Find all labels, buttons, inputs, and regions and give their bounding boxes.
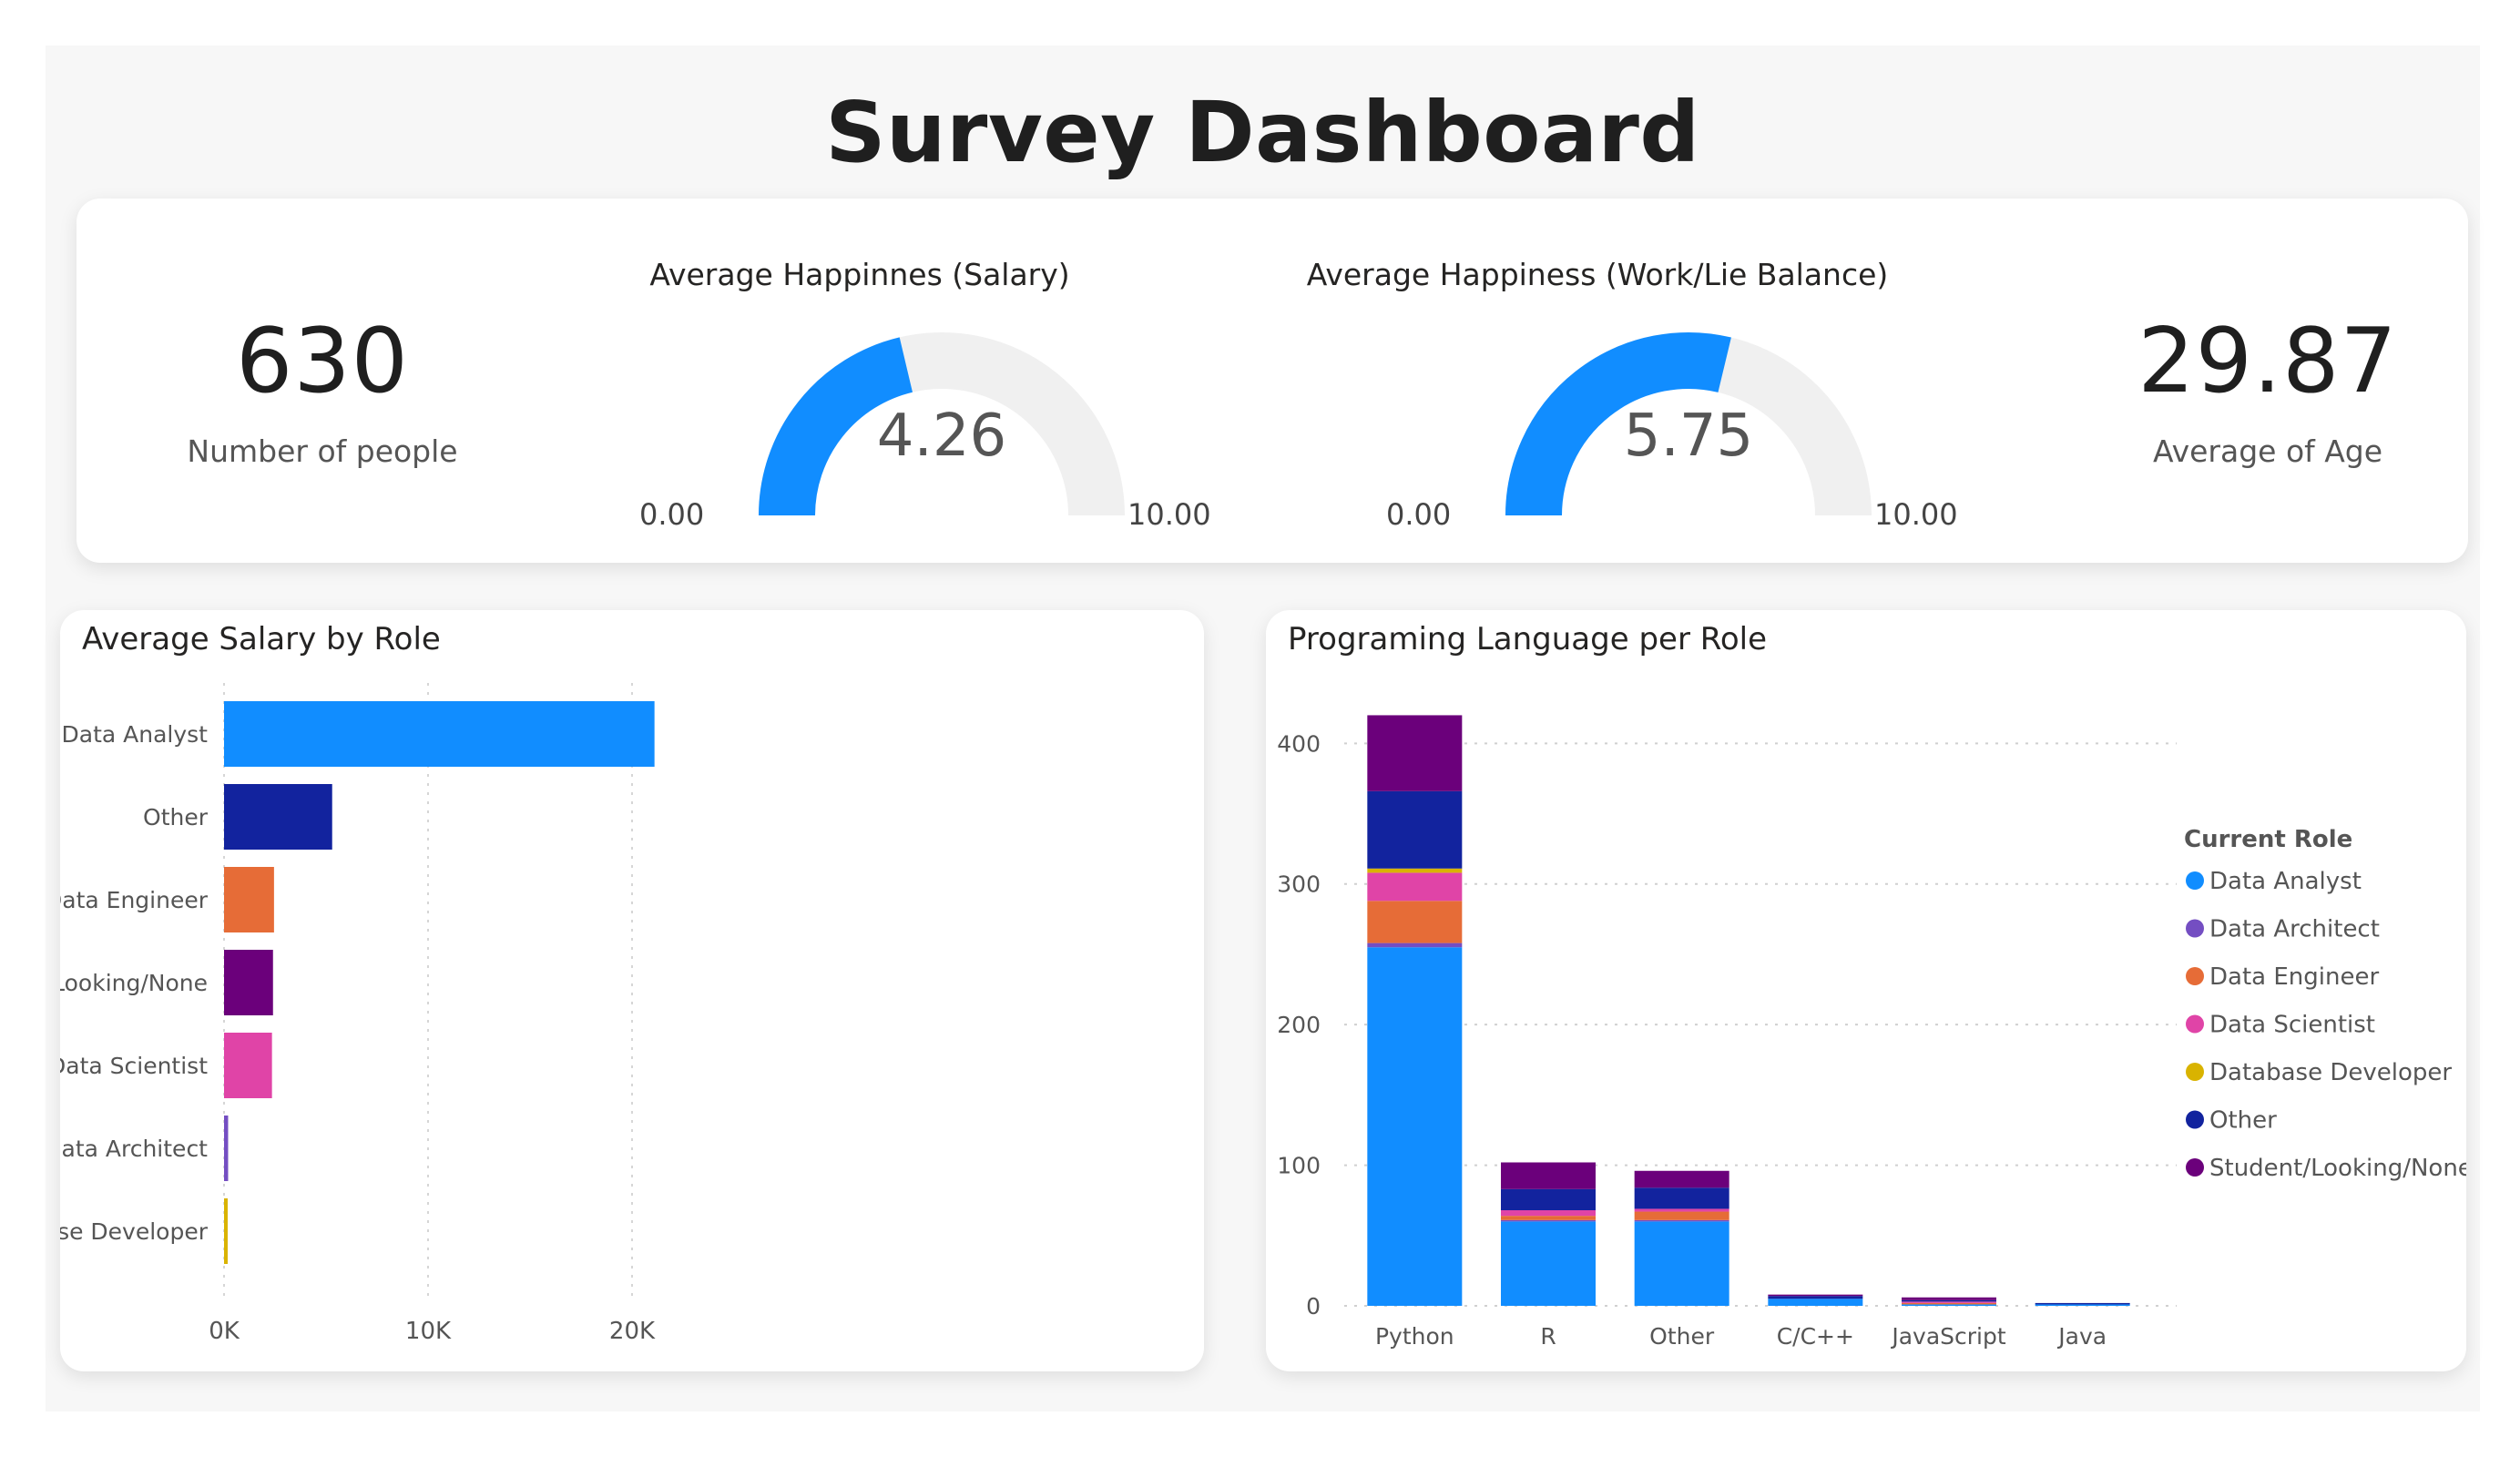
legend-entry[interactable]: Data Engineer xyxy=(2209,963,2379,991)
gauge-salary-value: 4.26 xyxy=(876,402,1007,470)
stack-segment[interactable] xyxy=(1367,942,1463,948)
gauge-worklife xyxy=(1505,332,1872,516)
legend-entry[interactable]: Student/Looking/None xyxy=(2209,1155,2473,1182)
category-label: Data Architect xyxy=(60,1136,208,1162)
legend-entry[interactable]: Data Architect xyxy=(2209,916,2380,943)
y-tick-label: 200 xyxy=(1277,1012,1321,1038)
y-tick-label: 0 xyxy=(1306,1293,1321,1319)
category-label: Java xyxy=(2056,1323,2107,1350)
gauge-salary-title: Average Happinnes (Salary) xyxy=(649,257,1070,292)
gauge-worklife-max: 10.00 xyxy=(1874,497,1958,532)
legend-marker xyxy=(2186,919,2204,938)
category-label: Other xyxy=(143,804,209,830)
category-label: Data Engineer xyxy=(60,887,209,913)
y-tick-label: 300 xyxy=(1277,871,1321,898)
kpi-card: 630 Number of people Average Happinnes (… xyxy=(77,199,2468,563)
bar[interactable] xyxy=(224,1116,229,1181)
stack-segment[interactable] xyxy=(2035,1304,2130,1306)
legend-entry[interactable]: Other xyxy=(2209,1107,2277,1135)
stack-segment[interactable] xyxy=(1902,1304,1996,1306)
stack-segment[interactable] xyxy=(1768,1294,1863,1297)
salary-by-role-card: Average Salary by Role 0K 10K 20K Data Anal… xyxy=(0,610,1204,1371)
stack-segment[interactable] xyxy=(1501,1188,1596,1210)
gauge-salary-max: 10.00 xyxy=(1127,497,1211,532)
stack-segment[interactable] xyxy=(1367,901,1463,943)
category-label: C/C++ xyxy=(1777,1323,1854,1350)
stack-segment[interactable] xyxy=(1501,1219,1596,1222)
stack-segment[interactable] xyxy=(1501,1209,1596,1217)
y-tick-label: 100 xyxy=(1277,1153,1321,1179)
legend-title: Current Role xyxy=(2184,826,2352,853)
bar[interactable] xyxy=(224,1198,228,1264)
stack-segment[interactable] xyxy=(1634,1211,1729,1220)
stack-segment[interactable] xyxy=(1634,1208,1729,1212)
language-per-role-card: Programing Language per Role 0 100 200 300 4… xyxy=(1266,610,2473,1371)
gauge-salary-min: 0.00 xyxy=(639,497,705,532)
stack-segment[interactable] xyxy=(1634,1170,1729,1188)
stack-segment[interactable] xyxy=(1367,868,1463,873)
stack-segment[interactable] xyxy=(1634,1219,1729,1222)
people-count-label: Number of people xyxy=(187,433,458,469)
dashboard-canvas: Survey Dashboard 630 Number of people Av… xyxy=(0,46,2480,1411)
age-average-value: 29.87 xyxy=(2137,310,2398,413)
gauge-salary-fill xyxy=(759,337,913,516)
legend-entry[interactable]: Data Analyst xyxy=(2209,868,2362,895)
legend-marker xyxy=(2186,1014,2204,1034)
bar[interactable] xyxy=(224,867,274,932)
stack-segment[interactable] xyxy=(1902,1302,1996,1305)
age-average-label: Average of Age xyxy=(2152,433,2383,469)
gauge-worklife-min: 0.00 xyxy=(1386,497,1452,532)
language-chart-title: Programing Language per Role xyxy=(1288,621,1767,657)
x-tick-label: 10K xyxy=(405,1318,452,1345)
x-tick-label: 0K xyxy=(209,1318,240,1345)
gauge-salary xyxy=(759,332,1125,516)
gauge-worklife-fill xyxy=(1505,332,1731,516)
stack-segment[interactable] xyxy=(1367,790,1463,869)
category-label: Data Scientist xyxy=(60,1053,208,1079)
bar[interactable] xyxy=(224,784,332,850)
category-label: Student/Looking/None xyxy=(60,970,208,996)
legend-entry[interactable]: Data Scientist xyxy=(2209,1012,2375,1039)
stack-segment[interactable] xyxy=(1902,1297,1996,1300)
stack-segment[interactable] xyxy=(1501,1216,1596,1220)
salary-bar-chart: 0K 10K 20K Data Analyst Other Data Engineer St… xyxy=(0,683,656,1345)
y-tick-label: 400 xyxy=(1277,730,1321,757)
gauge-worklife-value: 5.75 xyxy=(1623,402,1754,470)
category-label: Database Developer xyxy=(60,1218,209,1245)
category-label: Python xyxy=(1375,1323,1454,1350)
language-stacked-chart: 0 100 200 300 400 Python R Other C/C++ JavaScript… xyxy=(1277,715,2473,1350)
people-count-value: 630 xyxy=(235,310,410,413)
stack-segment[interactable] xyxy=(1768,1296,1863,1299)
legend-entry[interactable]: Database Developer xyxy=(2209,1059,2452,1086)
legend-marker xyxy=(2186,871,2204,890)
bar[interactable] xyxy=(224,1033,272,1098)
category-label: R xyxy=(1540,1323,1556,1350)
stack-segment[interactable] xyxy=(1634,1221,1729,1306)
category-label: Data Analyst xyxy=(62,721,209,748)
legend-marker xyxy=(2186,1063,2204,1081)
legend-marker xyxy=(2186,1158,2204,1177)
page-title: Survey Dashboard xyxy=(825,84,1700,181)
stack-segment[interactable] xyxy=(1902,1299,1996,1302)
category-label: Other xyxy=(1649,1323,1715,1350)
legend-marker xyxy=(2186,967,2204,985)
stack-segment[interactable] xyxy=(1501,1162,1596,1189)
category-label: JavaScript xyxy=(1890,1323,2006,1350)
stack-segment[interactable] xyxy=(1367,947,1463,1306)
x-tick-label: 20K xyxy=(609,1318,656,1345)
stack-segment[interactable] xyxy=(1902,1301,1996,1303)
stack-segment[interactable] xyxy=(1501,1221,1596,1306)
salary-chart-title: Average Salary by Role xyxy=(82,621,441,657)
stack-segment[interactable] xyxy=(1634,1187,1729,1209)
legend-marker xyxy=(2186,1110,2204,1129)
stack-segment[interactable] xyxy=(1367,715,1463,791)
gauge-worklife-title: Average Happiness (Work/Lie Balance) xyxy=(1306,257,1889,292)
stack-segment[interactable] xyxy=(1367,872,1463,902)
bar[interactable] xyxy=(224,950,273,1015)
stack-segment[interactable] xyxy=(1768,1299,1863,1306)
bar[interactable] xyxy=(224,701,655,767)
stack-segment[interactable] xyxy=(2035,1302,2130,1305)
